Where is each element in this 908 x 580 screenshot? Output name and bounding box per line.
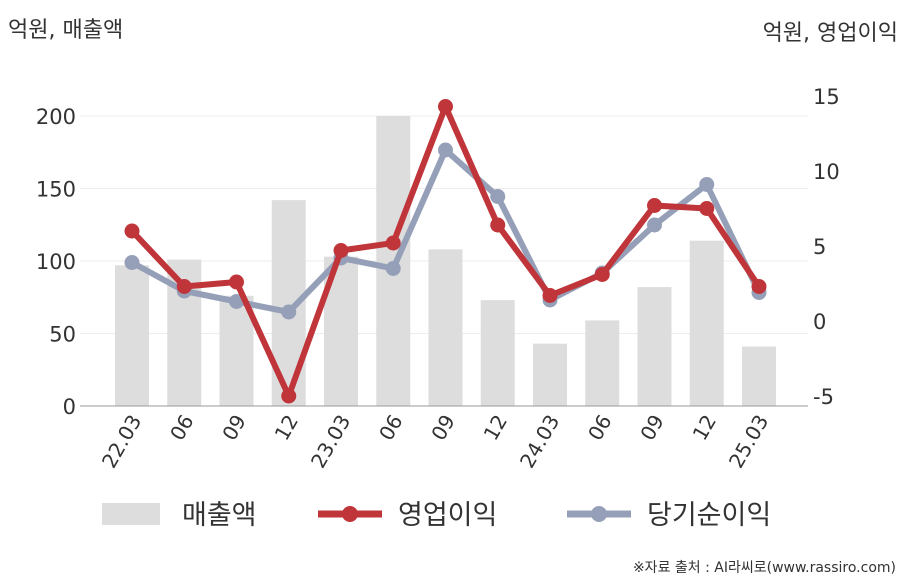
operating-profit-point-0: [124, 223, 140, 239]
x-tick-label: 09: [635, 411, 669, 445]
x-tick-label: 06: [374, 411, 408, 445]
net-income-point-3: [281, 304, 297, 320]
x-tick-label: 12: [688, 411, 722, 445]
left-tick-label: 200: [36, 105, 76, 129]
legend-label-operating-profit: 영업이익: [398, 500, 497, 531]
right-tick-label: -5: [813, 385, 834, 409]
bar-9: [585, 320, 620, 406]
bar-6: [428, 249, 463, 406]
x-tick-label: 25.03: [724, 411, 773, 473]
legend-label-net-income: 당기순이익: [647, 500, 771, 531]
right-tick-label: 10: [813, 160, 840, 184]
right-axis-unit: 억원, 영업이익: [763, 21, 898, 46]
x-tick-label: 24.03: [515, 411, 564, 473]
operating-profit-point-9: [594, 267, 610, 282]
x-tick-label: 09: [426, 411, 460, 445]
operating-profit-point-6: [438, 99, 453, 114]
x-tick-label: 09: [217, 411, 251, 445]
net-income-point-6: [438, 142, 453, 158]
x-tick-label: 06: [165, 411, 199, 445]
line-series: [124, 99, 767, 404]
left-axis-ticks: 0 50 100 150 200: [36, 105, 76, 419]
right-tick-label: 15: [813, 85, 840, 109]
bar-2: [219, 295, 254, 406]
legend-marker-operating-profit: [342, 506, 358, 522]
operating-profit-point-7: [490, 217, 506, 233]
net-income-point-11: [699, 177, 715, 192]
legend-label-revenue: 매출액: [182, 500, 257, 531]
bar-12: [742, 346, 776, 406]
x-tick-label: 06: [583, 411, 617, 445]
bar-8: [533, 343, 567, 406]
operating-profit-point-5: [385, 235, 401, 251]
net-income-point-10: [647, 217, 662, 233]
operating-profit-point-12: [751, 279, 767, 294]
legend: 매출액 영업이익 당기순이익: [102, 500, 771, 531]
source-note: ※자료 출처 : AI라씨로(www.rassiro.com): [633, 560, 896, 576]
left-tick-label: 100: [36, 250, 76, 274]
operating-profit-point-11: [699, 201, 715, 216]
x-axis-ticks: 22.03 06 09 12 23.03 06 09 12 24.03 06 09 12 25.03: [97, 411, 773, 473]
legend-swatch-revenue: [102, 503, 160, 525]
net-income-point-5: [385, 261, 401, 276]
operating-profit-point-8: [542, 288, 558, 303]
operating-profit-point-10: [647, 198, 662, 213]
left-tick-label: 50: [49, 323, 76, 347]
bar-11: [689, 240, 724, 406]
left-axis-unit: 억원, 매출액: [8, 18, 123, 43]
x-tick-label: 12: [270, 411, 304, 445]
bar-0: [115, 265, 149, 406]
right-tick-label: 0: [813, 310, 826, 334]
net-income-point-2: [229, 294, 244, 309]
operating-profit-point-4: [333, 243, 349, 258]
operating-profit-point-3: [281, 388, 297, 404]
right-axis-ticks: -5 0 5 10 15: [813, 85, 840, 409]
x-tick-label: 23.03: [306, 411, 355, 473]
x-tick-label: 22.03: [97, 411, 146, 473]
bar-10: [637, 287, 672, 406]
operating-profit-point-2: [229, 274, 244, 290]
bar-7: [480, 300, 515, 406]
left-tick-label: 150: [36, 178, 76, 202]
right-tick-label: 5: [813, 235, 826, 259]
left-tick-label: 0: [63, 395, 76, 419]
net-income-point-7: [490, 189, 506, 204]
net-income-point-0: [124, 255, 140, 270]
legend-marker-net-income: [591, 506, 607, 522]
x-tick-label: 12: [479, 411, 513, 445]
operating-profit-point-1: [176, 279, 192, 294]
